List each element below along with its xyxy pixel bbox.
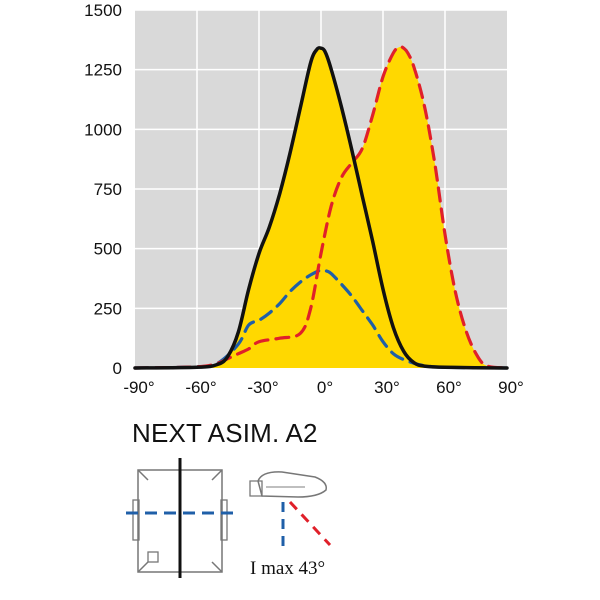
y-tick-label: 1500 [84,1,122,20]
y-tick-label: 1000 [84,120,122,139]
y-tick-label: 500 [94,240,122,259]
x-tick-label: 90° [498,378,524,397]
series-fill-black-solid [135,47,507,368]
series-line-blue-dashed [133,268,509,370]
x-tick-label: 30° [374,378,400,397]
y-tick-label: 0 [113,359,122,378]
x-tick-label: -90° [123,378,154,397]
product-name: NEXT ASIM. A2 [132,418,318,448]
x-tick-label: -30° [247,378,278,397]
y-tick-label: 1250 [84,61,122,80]
luminaire-front-view-icon [126,458,234,578]
x-tick-label: 0° [317,378,333,397]
imax-label: I max 43° [250,558,325,579]
series-line-black-solid [133,46,509,370]
curve-fills [135,46,507,368]
y-tick-label: 250 [94,299,122,318]
y-tick-labels: 0 250 500 750 1000 1250 1500 [84,1,122,378]
luminaire-side-view-icon [249,471,332,552]
series-line-red-dashed [133,45,509,370]
x-tick-label: 60° [436,378,462,397]
y-tick-label: 750 [94,180,122,199]
x-tick-labels: -90° -60° -30° 0° 30° 60° 90° [123,378,524,397]
curve-lines [133,45,509,370]
series-fill-red-dashed [135,46,507,368]
x-tick-label: -60° [185,378,216,397]
